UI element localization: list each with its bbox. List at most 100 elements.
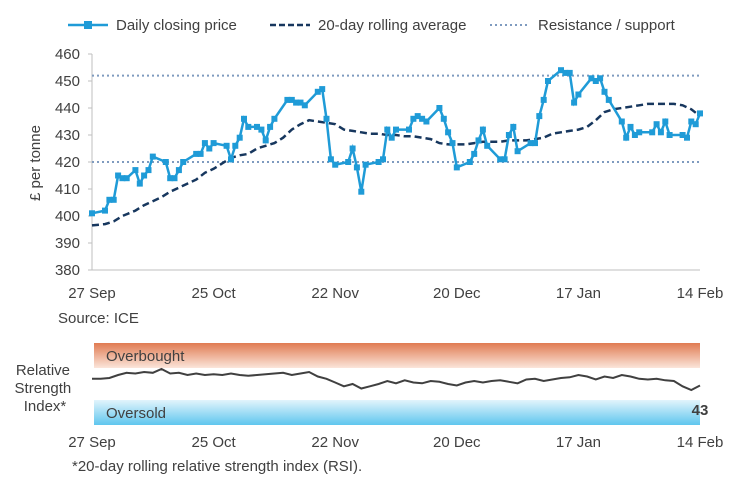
price-point (271, 115, 278, 122)
price-point (414, 113, 421, 120)
price-point (327, 156, 334, 163)
price-point (119, 175, 126, 182)
price-point (223, 142, 230, 149)
price-point (115, 172, 122, 179)
price-point (245, 123, 252, 130)
rsi-axis-label-line-1: Relative (16, 362, 70, 379)
price-point (679, 132, 686, 138)
overbought-band (94, 343, 700, 368)
price-point (301, 102, 308, 109)
price-point (562, 69, 569, 76)
price-point (684, 134, 690, 141)
source-note: Source: ICE (58, 310, 139, 327)
price-point (180, 159, 187, 165)
price-y-tick-label: 460 (55, 46, 80, 63)
price-point (228, 156, 234, 163)
price-point (362, 161, 369, 168)
rsi-axis-label-line-2: Strength (15, 380, 72, 397)
price-point (445, 129, 452, 136)
price-point (527, 140, 534, 147)
price-point (254, 123, 260, 130)
price-point (171, 175, 178, 182)
rsi-x-ticks: 27 Sep 25 Oct 22 Nov 20 Dec 17 Jan 14 Feb (68, 434, 723, 451)
price-y-tick-label: 430 (55, 127, 80, 144)
price-point (440, 115, 447, 122)
price-point (345, 159, 352, 165)
price-point (540, 96, 547, 103)
price-x-tick-label: 17 Jan (556, 285, 601, 302)
price-point (505, 132, 512, 138)
price-point (575, 91, 582, 98)
price-y-tick-label: 440 (55, 100, 80, 117)
price-y-tick-label: 390 (55, 235, 80, 252)
price-point (545, 78, 551, 84)
price-point (267, 123, 274, 130)
price-point (657, 129, 664, 136)
price-point (123, 175, 130, 182)
price-point (484, 142, 491, 149)
price-point (380, 156, 386, 163)
price-y-tick-label: 450 (55, 73, 80, 90)
price-point (293, 99, 300, 106)
price-point (453, 164, 460, 171)
footnote: *20-day rolling relative strength index … (72, 458, 362, 475)
legend-resistance-label: Resistance / support (538, 17, 676, 34)
price-point (358, 188, 365, 195)
price-point (167, 175, 174, 182)
price-point (210, 140, 217, 147)
price-x-tick-label: 25 Oct (192, 285, 237, 302)
price-point (110, 196, 117, 203)
price-point (258, 126, 265, 133)
price-y-tick-label: 410 (55, 181, 80, 198)
price-point (319, 86, 326, 93)
rsi-x-tick-label: 22 Nov (311, 434, 359, 451)
price-point (510, 123, 517, 130)
rsi-x-tick-label: 20 Dec (433, 434, 481, 451)
legend-avg-label: 20-day rolling average (318, 17, 466, 34)
price-point (479, 126, 486, 133)
price-point (193, 150, 200, 157)
price-point (662, 118, 669, 125)
price-point (558, 67, 564, 74)
rsi-plot: Overbought Oversold Relative Strength In… (15, 343, 723, 451)
price-point (623, 134, 630, 141)
price-point (475, 137, 482, 144)
price-point (419, 115, 426, 122)
overbought-label: Overbought (106, 348, 185, 365)
price-point (514, 148, 521, 155)
legend-price-label: Daily closing price (116, 17, 237, 34)
price-point (145, 167, 152, 174)
price-point (410, 115, 417, 122)
price-point (688, 118, 695, 125)
price-x-tick-label: 22 Nov (311, 285, 359, 302)
resistance-support-lines (92, 74, 700, 163)
price-point (136, 180, 143, 187)
price-point (162, 159, 169, 165)
price-point (236, 134, 243, 141)
price-point (314, 88, 321, 95)
price-point (262, 137, 269, 144)
price-point (349, 145, 356, 152)
price-point (592, 78, 599, 84)
price-y-tick-label: 400 (55, 208, 80, 225)
legend-price-marker (84, 21, 92, 29)
price-point (323, 115, 330, 122)
price-point (466, 159, 473, 165)
price-point (697, 110, 703, 117)
price-x-tick-label: 27 Sep (68, 285, 116, 302)
price-point (353, 164, 360, 171)
price-point (618, 118, 625, 125)
price-point (636, 129, 643, 136)
price-point (241, 115, 247, 122)
price-point (132, 167, 139, 174)
price-y-ticks: 380 390 400 410 420 430 440 450 460 (55, 46, 92, 279)
price-point (605, 96, 612, 103)
rsi-axis-label: Relative Strength Index* (15, 362, 76, 415)
price-x-ticks: 27 Sep 25 Oct 22 Nov 20 Dec 17 Jan 14 Feb (68, 285, 723, 302)
price-point (102, 207, 108, 214)
price-point (653, 121, 660, 128)
price-point (536, 113, 543, 120)
price-point (627, 123, 634, 130)
price-point (141, 172, 148, 179)
